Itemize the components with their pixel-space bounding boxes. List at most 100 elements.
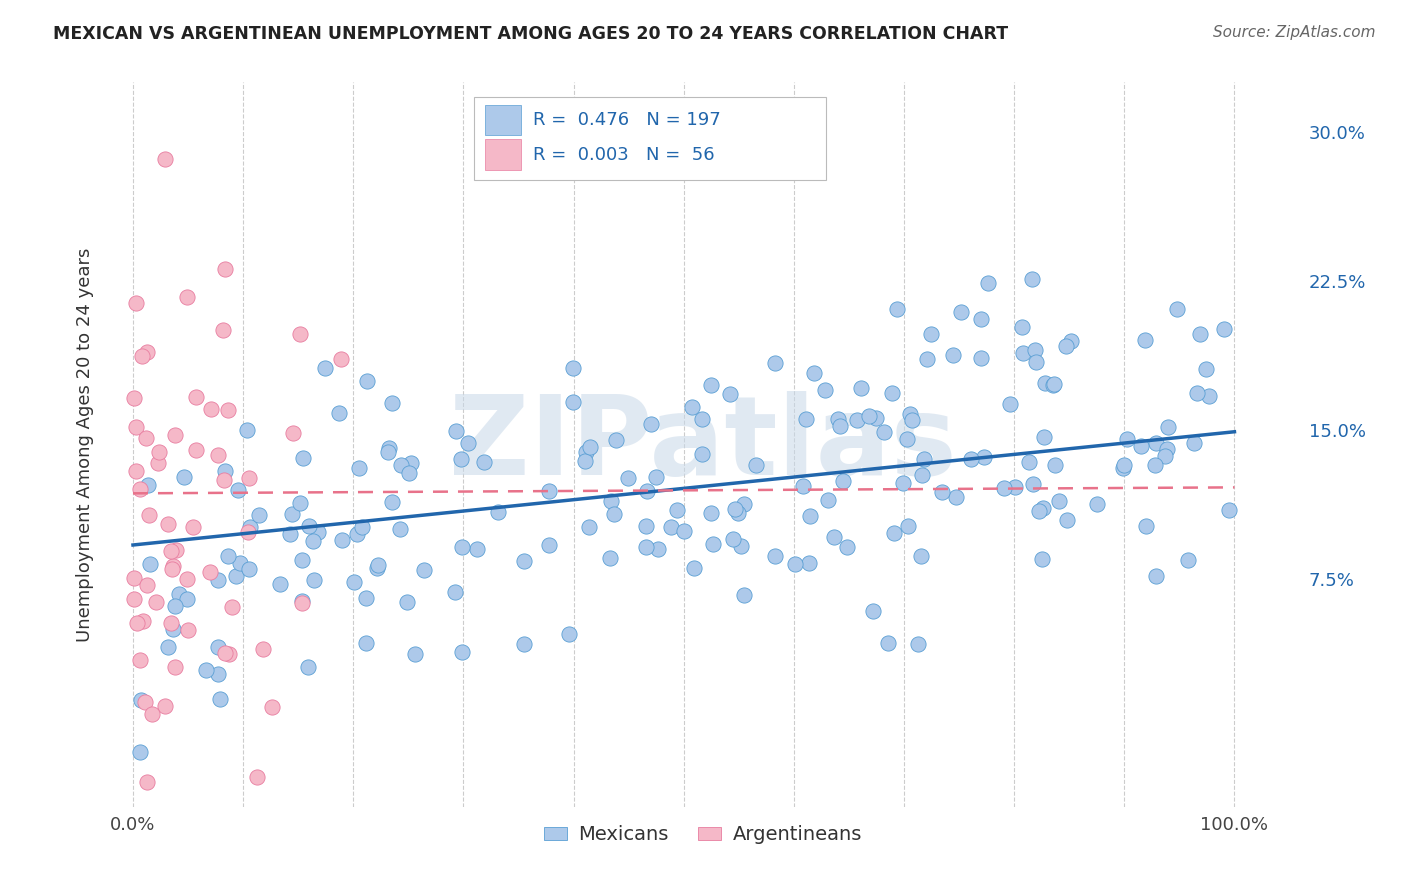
Point — [600, 493, 623, 508]
Point — [912, 452, 935, 467]
Point — [307, 524, 329, 539]
Point — [799, 557, 821, 571]
Point — [794, 412, 817, 426]
Point — [195, 663, 218, 677]
Point — [823, 530, 845, 544]
Point — [225, 569, 247, 583]
Point — [330, 533, 353, 548]
Point — [280, 507, 302, 521]
Point — [278, 527, 301, 541]
Point — [207, 640, 229, 654]
Point — [156, 640, 179, 655]
Point — [1135, 519, 1157, 533]
Point — [898, 408, 921, 422]
Point — [160, 543, 183, 558]
Point — [1195, 362, 1218, 376]
Point — [970, 351, 993, 365]
Point — [252, 642, 274, 657]
Point — [865, 411, 887, 425]
Point — [896, 432, 918, 446]
Point — [176, 572, 198, 586]
Point — [291, 553, 314, 567]
Point — [228, 556, 250, 570]
Point — [931, 485, 953, 500]
Point — [163, 427, 186, 442]
Point — [217, 402, 239, 417]
Point — [139, 558, 162, 572]
Point — [960, 452, 983, 467]
Point — [765, 549, 787, 564]
Point — [465, 541, 488, 556]
Point — [1056, 513, 1078, 527]
Point — [562, 395, 585, 409]
Point — [366, 561, 388, 575]
Point — [297, 660, 319, 674]
Point — [290, 496, 312, 510]
Point — [1177, 553, 1199, 567]
Point — [217, 549, 239, 563]
Point — [1031, 552, 1053, 566]
Point — [291, 596, 314, 610]
Point — [298, 518, 321, 533]
Point — [159, 616, 181, 631]
Legend: Mexicans, Argentineans: Mexicans, Argentineans — [536, 817, 870, 852]
Point — [457, 435, 479, 450]
Point — [718, 386, 741, 401]
Point — [165, 659, 187, 673]
Point — [472, 455, 495, 469]
Point — [129, 745, 152, 759]
Point — [162, 562, 184, 576]
Point — [388, 522, 411, 536]
Point — [897, 519, 920, 533]
Point — [247, 508, 270, 522]
Point — [1144, 436, 1167, 450]
Point — [136, 578, 159, 592]
Point — [733, 588, 755, 602]
Point — [557, 626, 579, 640]
Point — [1033, 376, 1056, 391]
Point — [207, 574, 229, 588]
Point — [901, 413, 924, 427]
Point — [993, 481, 1015, 495]
Point — [1022, 477, 1045, 491]
Point — [886, 302, 908, 317]
Point — [1047, 494, 1070, 508]
Point — [135, 431, 157, 445]
Point — [354, 591, 377, 606]
Point — [381, 494, 404, 508]
Point — [1012, 345, 1035, 359]
Point — [377, 445, 399, 459]
Y-axis label: Unemployment Among Ages 20 to 24 years: Unemployment Among Ages 20 to 24 years — [76, 247, 94, 642]
Point — [1133, 333, 1156, 347]
Point — [998, 396, 1021, 410]
Point — [915, 351, 938, 366]
Point — [314, 361, 336, 376]
Point — [792, 479, 814, 493]
Point — [198, 566, 221, 580]
Point — [562, 361, 585, 376]
Point — [911, 468, 934, 483]
Point — [302, 573, 325, 587]
Point — [1060, 334, 1083, 349]
Point — [1198, 389, 1220, 403]
Point — [1188, 326, 1211, 341]
Point — [125, 419, 148, 434]
Point — [970, 312, 993, 326]
Point — [1115, 432, 1137, 446]
Point — [269, 577, 291, 591]
Point — [444, 424, 467, 438]
Point — [1024, 343, 1046, 358]
Point — [799, 508, 821, 523]
Point — [846, 413, 869, 427]
Point — [973, 450, 995, 464]
Point — [211, 323, 233, 337]
Point — [367, 558, 389, 573]
Point — [858, 409, 880, 423]
Point — [1144, 458, 1167, 472]
Point — [813, 383, 835, 397]
Point — [1185, 386, 1208, 401]
Text: Source: ZipAtlas.com: Source: ZipAtlas.com — [1212, 25, 1375, 40]
Point — [122, 391, 145, 405]
Point — [1157, 420, 1180, 434]
Point — [1114, 458, 1136, 473]
